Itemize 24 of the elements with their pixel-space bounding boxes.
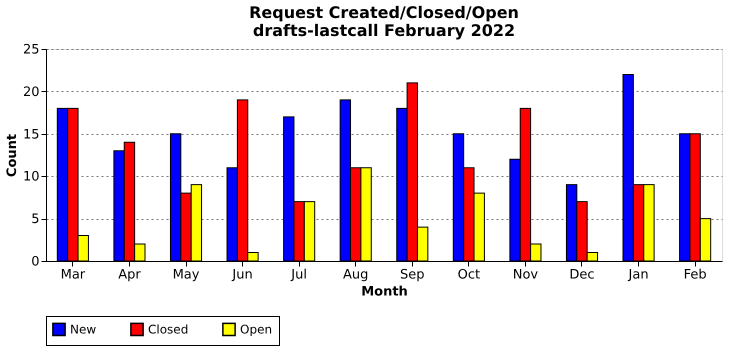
x-tick-label: Jun [231, 268, 253, 282]
chart-title: Request Created/Closed/Open drafts-lastcall February 2022 [249, 3, 519, 40]
x-tick-label: May [172, 268, 200, 282]
y-tick-label: 20 [22, 84, 40, 100]
y-tick-label: 0 [31, 254, 40, 270]
y-axis-title: Count [4, 134, 20, 178]
x-tick-label: Oct [458, 268, 480, 282]
x-tick-label: Jul [290, 268, 307, 282]
x-tick-label: Aug [343, 268, 368, 282]
legend-label: Open [240, 322, 272, 336]
x-tick-label: Sep [400, 268, 425, 282]
y-tick-label: 25 [22, 42, 40, 58]
x-tick-label: Feb [684, 268, 707, 282]
legend-label: New [70, 322, 96, 336]
y-tick-label: 15 [22, 127, 40, 142]
x-tick-label: Apr [118, 268, 142, 282]
x-tick-label: Nov [512, 268, 538, 282]
legend-label: Closed [148, 322, 188, 336]
x-tick-label: Dec [569, 268, 595, 282]
x-tick-label: Mar [60, 268, 86, 282]
x-axis-title: Month [361, 284, 408, 300]
y-tick-label: 10 [22, 170, 40, 185]
y-tick-label: 5 [31, 212, 40, 228]
x-tick-label: Jan [628, 268, 649, 282]
